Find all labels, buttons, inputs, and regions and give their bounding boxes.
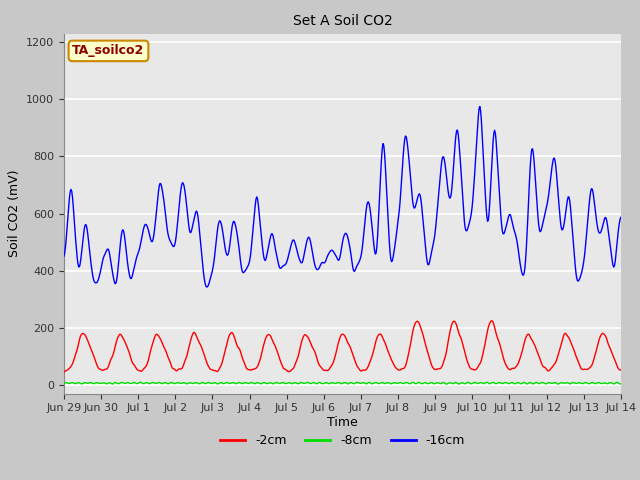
Y-axis label: Soil CO2 (mV): Soil CO2 (mV) bbox=[8, 170, 20, 257]
Text: TA_soilco2: TA_soilco2 bbox=[72, 44, 145, 58]
Title: Set A Soil CO2: Set A Soil CO2 bbox=[292, 14, 392, 28]
X-axis label: Time: Time bbox=[327, 416, 358, 429]
Legend: -2cm, -8cm, -16cm: -2cm, -8cm, -16cm bbox=[215, 429, 470, 452]
